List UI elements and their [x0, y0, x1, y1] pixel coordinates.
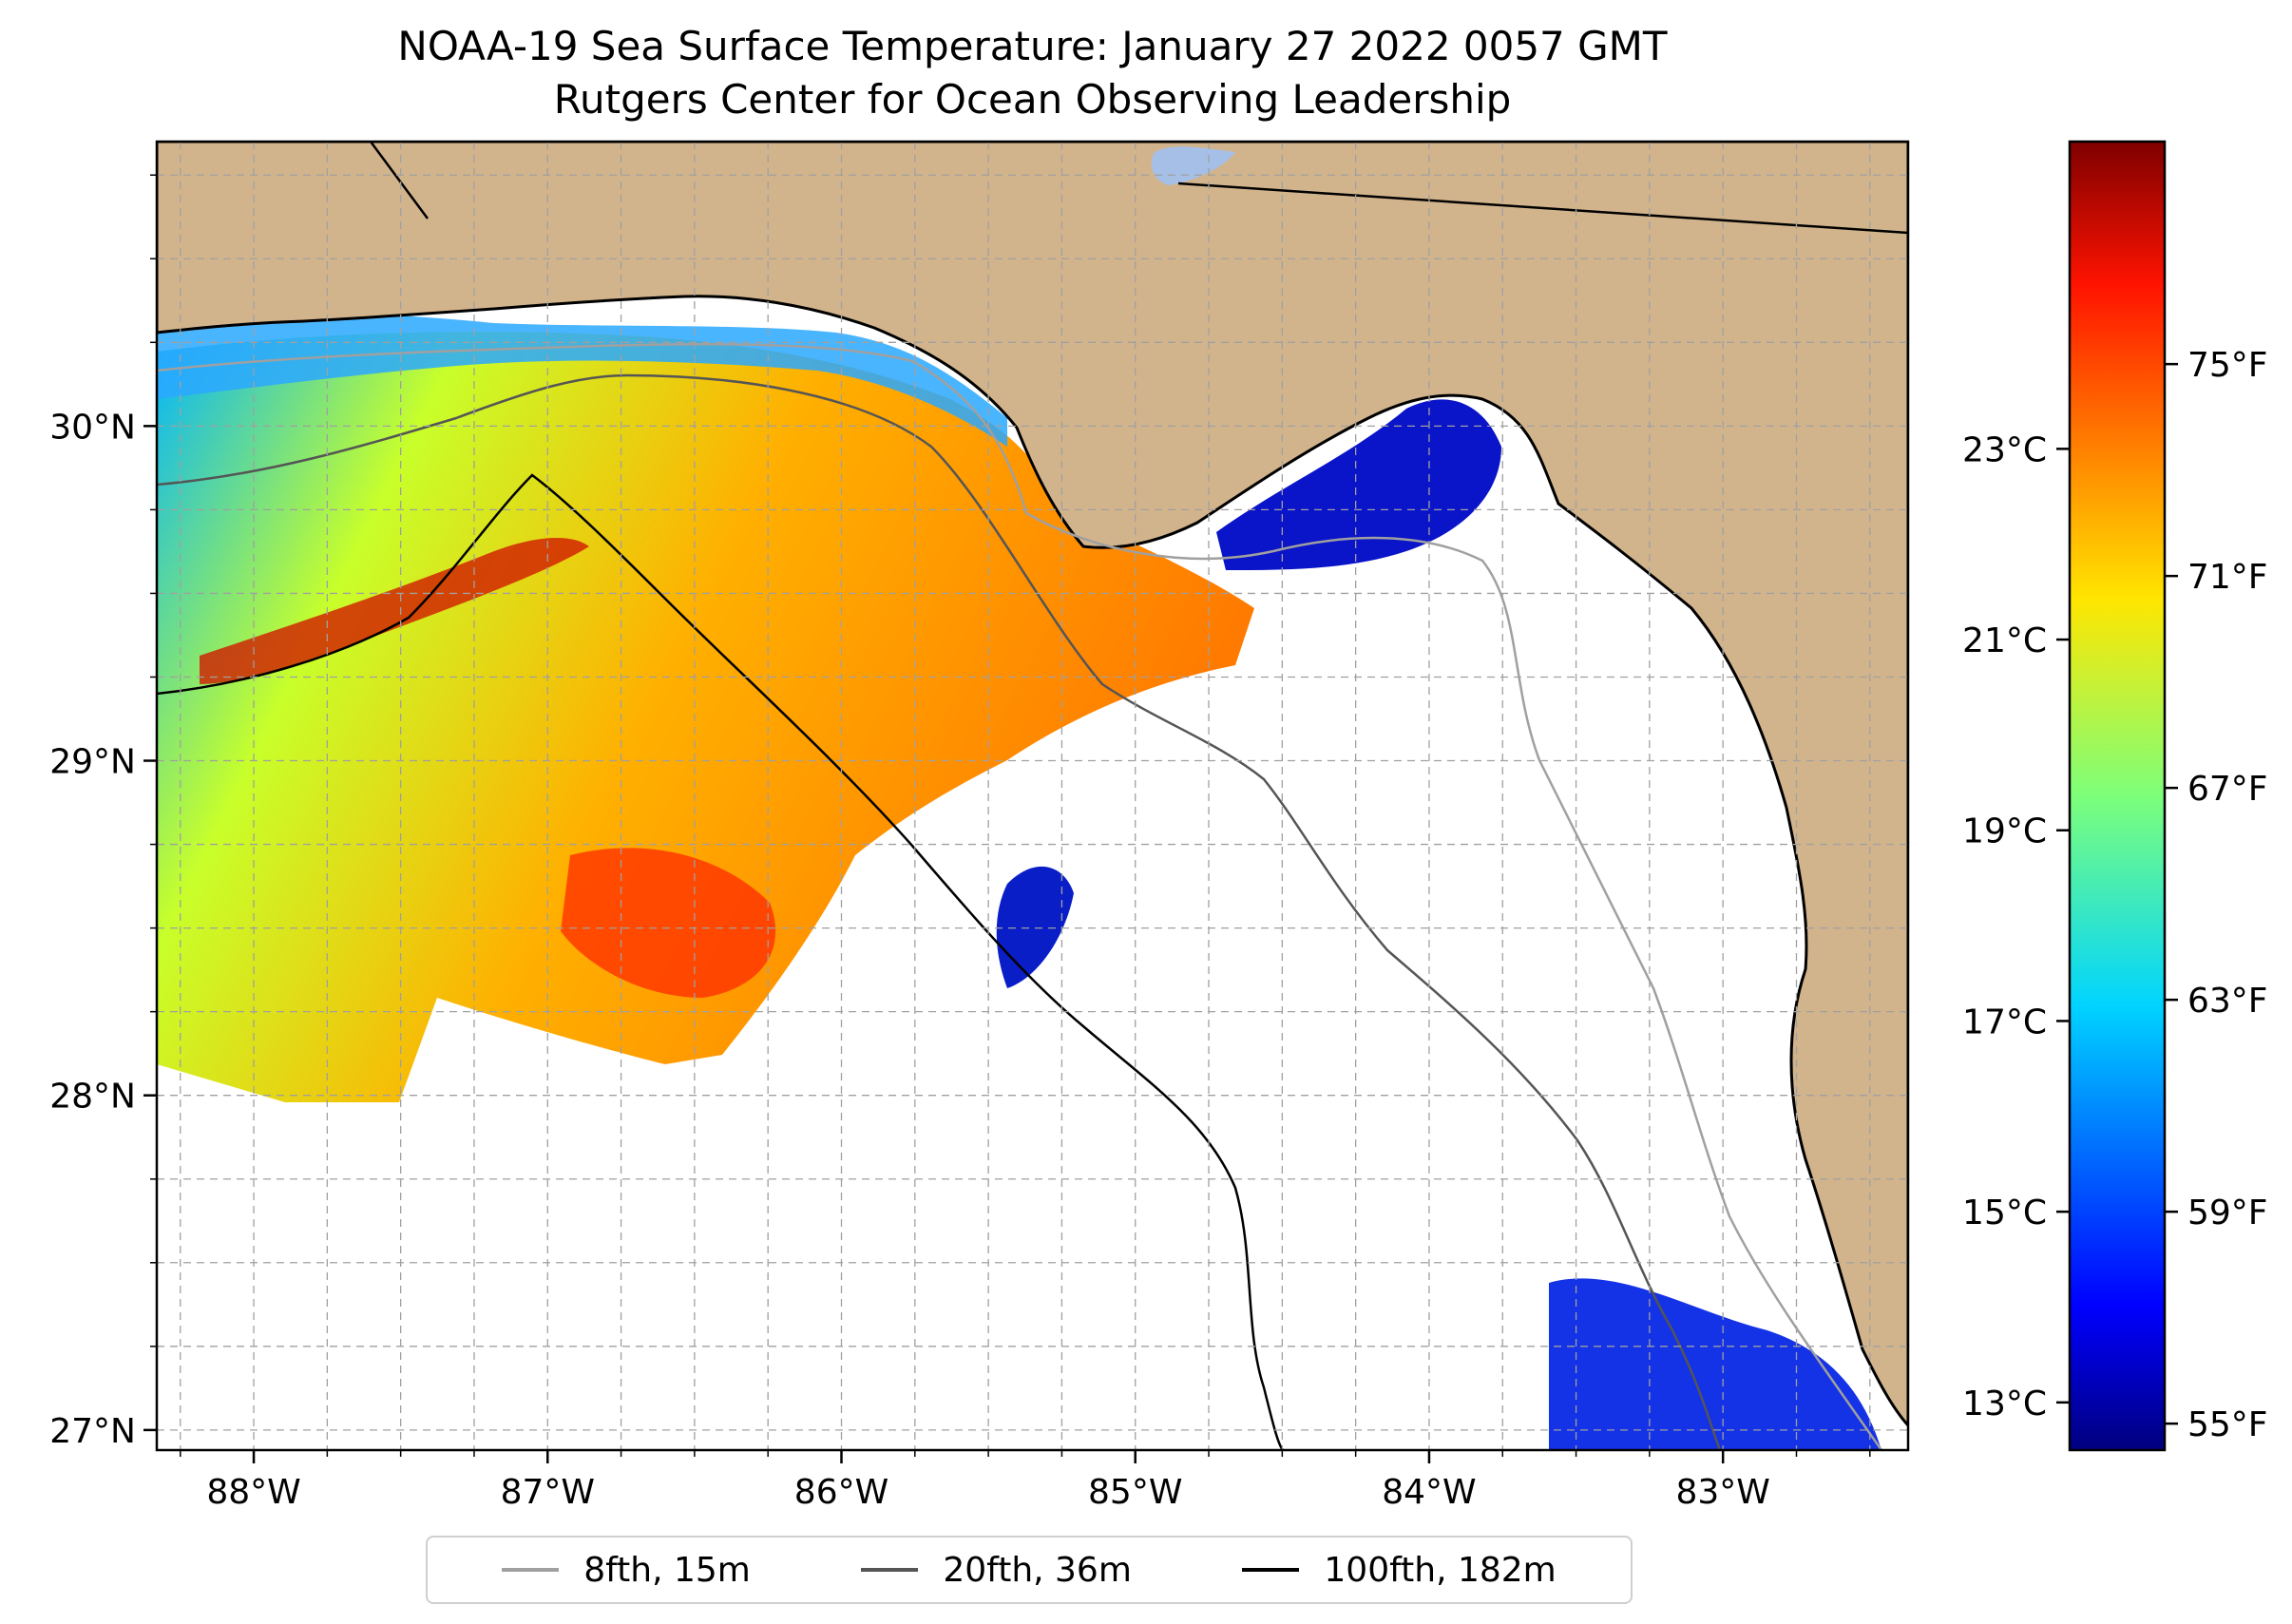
legend-swatch-20fth	[861, 1568, 919, 1572]
colorbar	[2068, 140, 2167, 1452]
map-frame	[155, 140, 1910, 1452]
legend-entry-100fth: 100fth, 182m	[1242, 1550, 1557, 1590]
latitude-axis: 30°N 29°N 28°N 27°N	[49, 174, 157, 1451]
colorbar-fahrenheit-axis: 75°F 71°F 67°F 63°F 59°F 55°F	[2165, 346, 2268, 1444]
legend-label-8fth: 8fth, 15m	[583, 1550, 751, 1590]
celsius-tick-label: 13°C	[1962, 1385, 2047, 1423]
fahrenheit-tick-label: 55°F	[2187, 1405, 2268, 1444]
legend-entry-20fth: 20fth, 36m	[861, 1551, 1132, 1590]
sst-cold-bigbend	[1216, 399, 1501, 570]
fahrenheit-tick-label: 71°F	[2187, 558, 2268, 597]
lat-tick-label: 30°N	[49, 408, 136, 447]
legend-swatch-100fth	[1242, 1568, 1300, 1572]
sst-warm-streak	[200, 537, 589, 684]
lon-tick-label: 86°W	[794, 1473, 888, 1512]
sst-cold-mid	[996, 866, 1074, 988]
contour-100fth-182m	[157, 473, 1285, 1450]
celsius-tick-label: 23°C	[1962, 430, 2047, 469]
lon-tick-label: 88°W	[206, 1473, 300, 1512]
chart-subtitle: Rutgers Center for Ocean Observing Leade…	[553, 76, 1512, 123]
fahrenheit-tick-label: 63°F	[2187, 982, 2268, 1021]
celsius-tick-label: 17°C	[1962, 1003, 2047, 1041]
map-area	[157, 142, 1908, 1450]
state-boundary-west	[369, 142, 430, 220]
longitude-axis: 88°W 87°W 86°W 85°W 84°W 83°W	[179, 1450, 1871, 1512]
lat-tick-label: 29°N	[49, 743, 136, 782]
lat-tick-label: 27°N	[49, 1412, 136, 1451]
lon-tick-label: 84°W	[1382, 1473, 1476, 1512]
celsius-tick-label: 15°C	[1962, 1194, 2047, 1232]
lon-tick-label: 87°W	[501, 1473, 595, 1512]
sst-swath-main	[157, 332, 1254, 1102]
state-boundary	[1177, 182, 1908, 235]
contour-8fth-15m	[157, 342, 1883, 1450]
lat-tick-label: 28°N	[49, 1078, 136, 1117]
lon-tick-label: 85°W	[1088, 1473, 1182, 1512]
fahrenheit-tick-label: 75°F	[2187, 346, 2268, 385]
chart-title: NOAA-19 Sea Surface Temperature: January…	[397, 23, 1668, 69]
fahrenheit-tick-label: 59°F	[2187, 1194, 2268, 1232]
colorbar-celsius-axis: 23°C 21°C 19°C 17°C 15°C 13°C	[1962, 430, 2070, 1423]
celsius-tick-label: 19°C	[1962, 812, 2047, 851]
contour-20fth-36m	[157, 373, 1722, 1450]
sst-cold-south	[1549, 1278, 1881, 1450]
gridlines	[157, 142, 1908, 1450]
lon-tick-label: 83°W	[1675, 1473, 1769, 1512]
fahrenheit-tick-label: 67°F	[2187, 770, 2268, 809]
legend-entry-8fth: 8fth, 15m	[502, 1551, 751, 1590]
legend-label-100fth: 100fth, 182m	[1324, 1550, 1557, 1590]
land	[157, 142, 1908, 1428]
legend-label-20fth: 20fth, 36m	[943, 1550, 1132, 1590]
celsius-tick-label: 21°C	[1962, 621, 2047, 660]
legend: 8fth, 15m 20fth, 36m 100fth, 182m	[426, 1536, 1633, 1604]
legend-swatch-8fth	[502, 1568, 560, 1572]
sst-hot-core	[561, 848, 776, 998]
